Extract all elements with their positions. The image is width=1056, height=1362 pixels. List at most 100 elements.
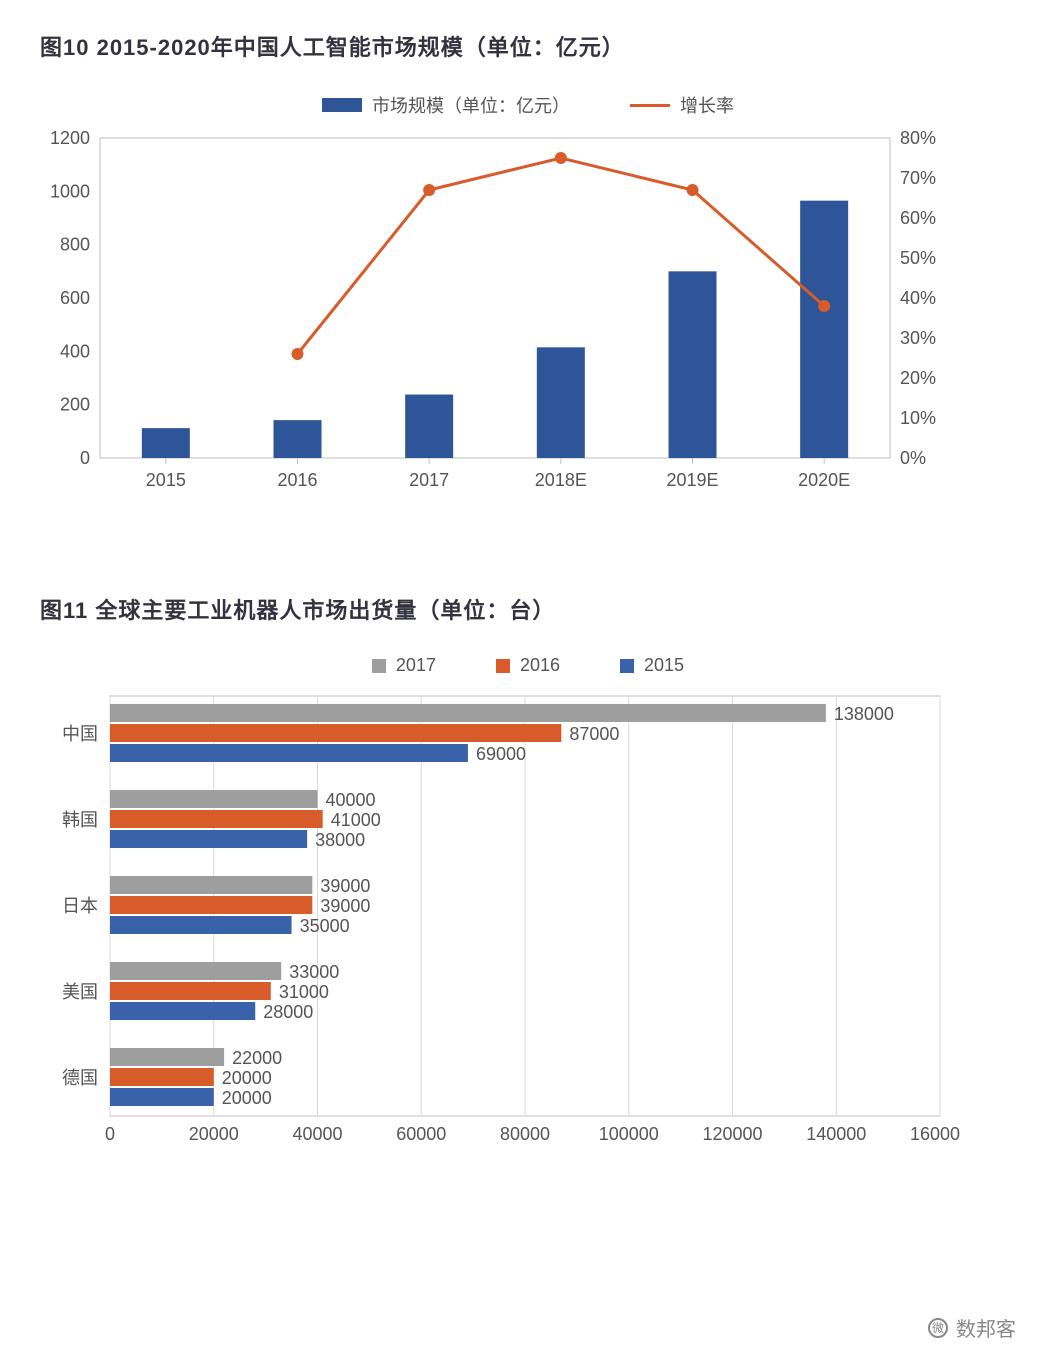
svg-text:160000: 160000 xyxy=(910,1124,960,1144)
line-marker xyxy=(687,184,699,196)
bar-value: 138000 xyxy=(834,704,894,724)
bar-value: 41000 xyxy=(331,810,381,830)
svg-text:0: 0 xyxy=(80,448,90,468)
hbar xyxy=(110,1002,255,1020)
svg-text:1000: 1000 xyxy=(50,181,90,201)
legend-item-2015: 2015 xyxy=(620,655,684,676)
bar-value: 31000 xyxy=(279,982,329,1002)
svg-text:800: 800 xyxy=(60,235,90,255)
hbar xyxy=(110,704,826,722)
bar-value: 39000 xyxy=(320,896,370,916)
bar-value: 20000 xyxy=(222,1088,272,1108)
svg-text:10%: 10% xyxy=(900,408,936,428)
line-marker xyxy=(818,300,830,312)
bar-value: 38000 xyxy=(315,830,365,850)
hbar xyxy=(110,982,271,1000)
svg-text:0: 0 xyxy=(105,1124,115,1144)
svg-text:2016: 2016 xyxy=(277,470,317,490)
svg-text:70%: 70% xyxy=(900,168,936,188)
legend-label: 2015 xyxy=(644,655,684,676)
group-label: 美国 xyxy=(62,982,98,1002)
line-marker xyxy=(555,152,567,164)
svg-text:40%: 40% xyxy=(900,288,936,308)
watermark: 微 数邦客 xyxy=(928,1313,1016,1342)
growth-line xyxy=(298,158,825,354)
svg-text:100000: 100000 xyxy=(599,1124,659,1144)
hbar xyxy=(110,1088,214,1106)
group-label: 中国 xyxy=(62,724,98,744)
bar xyxy=(142,428,190,458)
legend-line-series: 增长率 xyxy=(630,92,734,118)
hbar xyxy=(110,916,292,934)
legend-swatch xyxy=(620,659,634,673)
svg-text:60000: 60000 xyxy=(396,1124,446,1144)
svg-text:0%: 0% xyxy=(900,448,926,468)
hbar xyxy=(110,962,281,980)
svg-text:60%: 60% xyxy=(900,208,936,228)
hbar xyxy=(110,896,312,914)
group-label: 德国 xyxy=(62,1068,98,1088)
bar xyxy=(800,201,848,458)
svg-text:50%: 50% xyxy=(900,248,936,268)
legend-bar-swatch xyxy=(322,98,362,112)
group-label: 韩国 xyxy=(62,810,98,830)
svg-text:400: 400 xyxy=(60,341,90,361)
bar-value: 35000 xyxy=(300,916,350,936)
legend-item-2016: 2016 xyxy=(496,655,560,676)
hbar xyxy=(110,790,318,808)
bar-value: 22000 xyxy=(232,1048,282,1068)
svg-text:120000: 120000 xyxy=(702,1124,762,1144)
chart-10-legend: 市场规模（单位：亿元） 增长率 xyxy=(40,92,1016,118)
svg-text:80000: 80000 xyxy=(500,1124,550,1144)
bar-value: 69000 xyxy=(476,744,526,764)
chart-10-plot: 0200400600800100012000%10%20%30%40%50%60… xyxy=(40,128,960,508)
hbar xyxy=(110,1048,224,1066)
legend-swatch xyxy=(496,659,510,673)
svg-text:1200: 1200 xyxy=(50,128,90,148)
bar-value: 20000 xyxy=(222,1068,272,1088)
legend-line-swatch xyxy=(630,104,670,107)
chart-11-title: 图11 全球主要工业机器人市场出货量（单位：台） xyxy=(40,593,1016,625)
svg-text:2020E: 2020E xyxy=(798,470,850,490)
bar xyxy=(669,271,717,458)
chart-10-block: 图10 2015-2020年中国人工智能市场规模（单位：亿元） 市场规模（单位：… xyxy=(40,30,1016,513)
svg-text:80%: 80% xyxy=(900,128,936,148)
bar-value: 33000 xyxy=(289,962,339,982)
hbar xyxy=(110,724,561,742)
chart-11-block: 图11 全球主要工业机器人市场出货量（单位：台） 2017 2016 2015 0 2… xyxy=(40,593,1016,1161)
chart-11-legend: 2017 2016 2015 xyxy=(40,655,1016,676)
hbar xyxy=(110,810,323,828)
bar-value: 39000 xyxy=(320,876,370,896)
bar xyxy=(274,420,322,458)
legend-label: 2016 xyxy=(520,655,560,676)
svg-text:2015: 2015 xyxy=(146,470,186,490)
legend-item-2017: 2017 xyxy=(372,655,436,676)
hbar xyxy=(110,876,312,894)
hbar xyxy=(110,1068,214,1086)
svg-text:20%: 20% xyxy=(900,368,936,388)
hbar xyxy=(110,830,307,848)
svg-text:200: 200 xyxy=(60,395,90,415)
svg-text:2019E: 2019E xyxy=(666,470,718,490)
hbar xyxy=(110,744,468,762)
svg-text:600: 600 xyxy=(60,288,90,308)
watermark-icon: 微 xyxy=(928,1318,948,1338)
watermark-label: 数邦客 xyxy=(956,1313,1016,1342)
legend-bar-series: 市场规模（单位：亿元） xyxy=(322,92,570,118)
bar-value: 40000 xyxy=(326,790,376,810)
bar-value: 87000 xyxy=(569,724,619,744)
bar xyxy=(405,395,453,458)
svg-text:140000: 140000 xyxy=(806,1124,866,1144)
legend-swatch xyxy=(372,659,386,673)
svg-text:20000: 20000 xyxy=(189,1124,239,1144)
legend-bar-label: 市场规模（单位：亿元） xyxy=(372,92,570,118)
legend-label: 2017 xyxy=(396,655,436,676)
chart-10-title: 图10 2015-2020年中国人工智能市场规模（单位：亿元） xyxy=(40,30,1016,62)
group-label: 日本 xyxy=(62,896,98,916)
svg-text:40000: 40000 xyxy=(292,1124,342,1144)
bar xyxy=(537,347,585,458)
legend-line-label: 增长率 xyxy=(680,92,734,118)
svg-text:2018E: 2018E xyxy=(535,470,587,490)
line-marker xyxy=(292,348,304,360)
chart-11-plot: 0 20000 40000 60000 80000 100000 120000 140000 1… xyxy=(40,686,960,1156)
